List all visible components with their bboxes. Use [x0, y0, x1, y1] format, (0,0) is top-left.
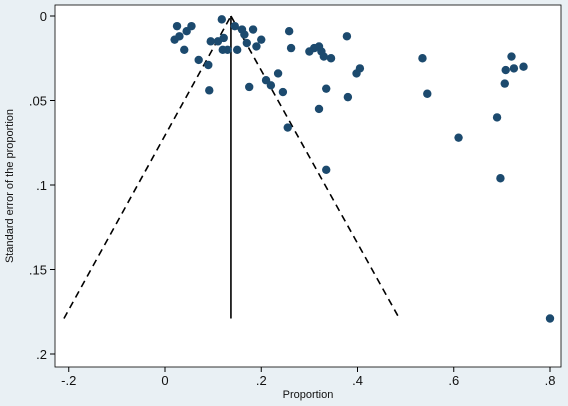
data-point	[232, 45, 242, 54]
x-tick-label: -.2	[61, 373, 76, 388]
x-tick-label: .4	[352, 373, 363, 388]
data-point	[172, 21, 182, 31]
data-point	[194, 55, 203, 65]
data-point	[343, 92, 353, 102]
data-points	[170, 15, 555, 323]
data-point	[496, 174, 505, 183]
x-tick-label: .2	[256, 373, 267, 388]
data-point	[170, 35, 179, 44]
y-tick-label: .2	[36, 347, 47, 362]
data-point	[342, 32, 352, 41]
data-point	[245, 82, 254, 92]
data-point	[273, 69, 283, 78]
data-point	[284, 27, 294, 36]
funnel-lines	[63, 15, 401, 319]
data-point	[242, 38, 252, 48]
data-point	[319, 52, 329, 61]
data-point	[248, 25, 258, 34]
data-point	[283, 123, 292, 132]
x-tick-label: .8	[545, 373, 556, 388]
y-tick-label: 0	[40, 9, 47, 24]
data-point	[217, 15, 226, 24]
y-tick-label: .15	[29, 263, 47, 278]
data-point	[240, 30, 249, 39]
y-axis: 0 .05 .1 .15 .2	[29, 9, 55, 362]
data-point	[187, 21, 196, 31]
data-point	[507, 52, 516, 61]
data-point	[322, 165, 331, 174]
data-point	[219, 33, 228, 43]
data-point	[286, 43, 296, 53]
data-point	[278, 87, 288, 97]
data-point	[252, 42, 261, 51]
data-point	[266, 81, 276, 90]
data-point	[423, 89, 432, 98]
data-point	[257, 35, 266, 44]
data-point	[180, 45, 189, 54]
data-point	[314, 104, 324, 114]
data-point	[418, 54, 427, 63]
data-point	[545, 314, 555, 323]
x-tick-label: .6	[448, 373, 459, 388]
funnel-right-line	[230, 15, 401, 319]
data-point	[501, 65, 510, 75]
data-point	[492, 113, 502, 122]
data-point	[206, 37, 215, 46]
y-axis-title: Standard error of the proportion	[4, 109, 16, 263]
y-tick-label: .1	[36, 178, 47, 193]
data-point	[230, 21, 239, 31]
data-point	[454, 133, 463, 142]
data-point	[355, 64, 365, 73]
funnel-left-line	[63, 15, 232, 319]
x-axis: -.2 0 .2 .4 .6 .8	[61, 367, 555, 388]
data-point	[205, 86, 214, 95]
data-point	[326, 54, 336, 63]
data-point	[500, 79, 509, 88]
x-tick-label: 0	[161, 373, 168, 388]
data-point	[223, 45, 232, 54]
data-point	[322, 84, 331, 93]
plot-area	[54, 4, 562, 368]
y-tick-label: .05	[29, 94, 47, 109]
data-point	[509, 64, 519, 73]
x-axis-title: Proportion	[283, 389, 334, 401]
data-point	[519, 62, 528, 71]
data-point	[204, 60, 213, 70]
